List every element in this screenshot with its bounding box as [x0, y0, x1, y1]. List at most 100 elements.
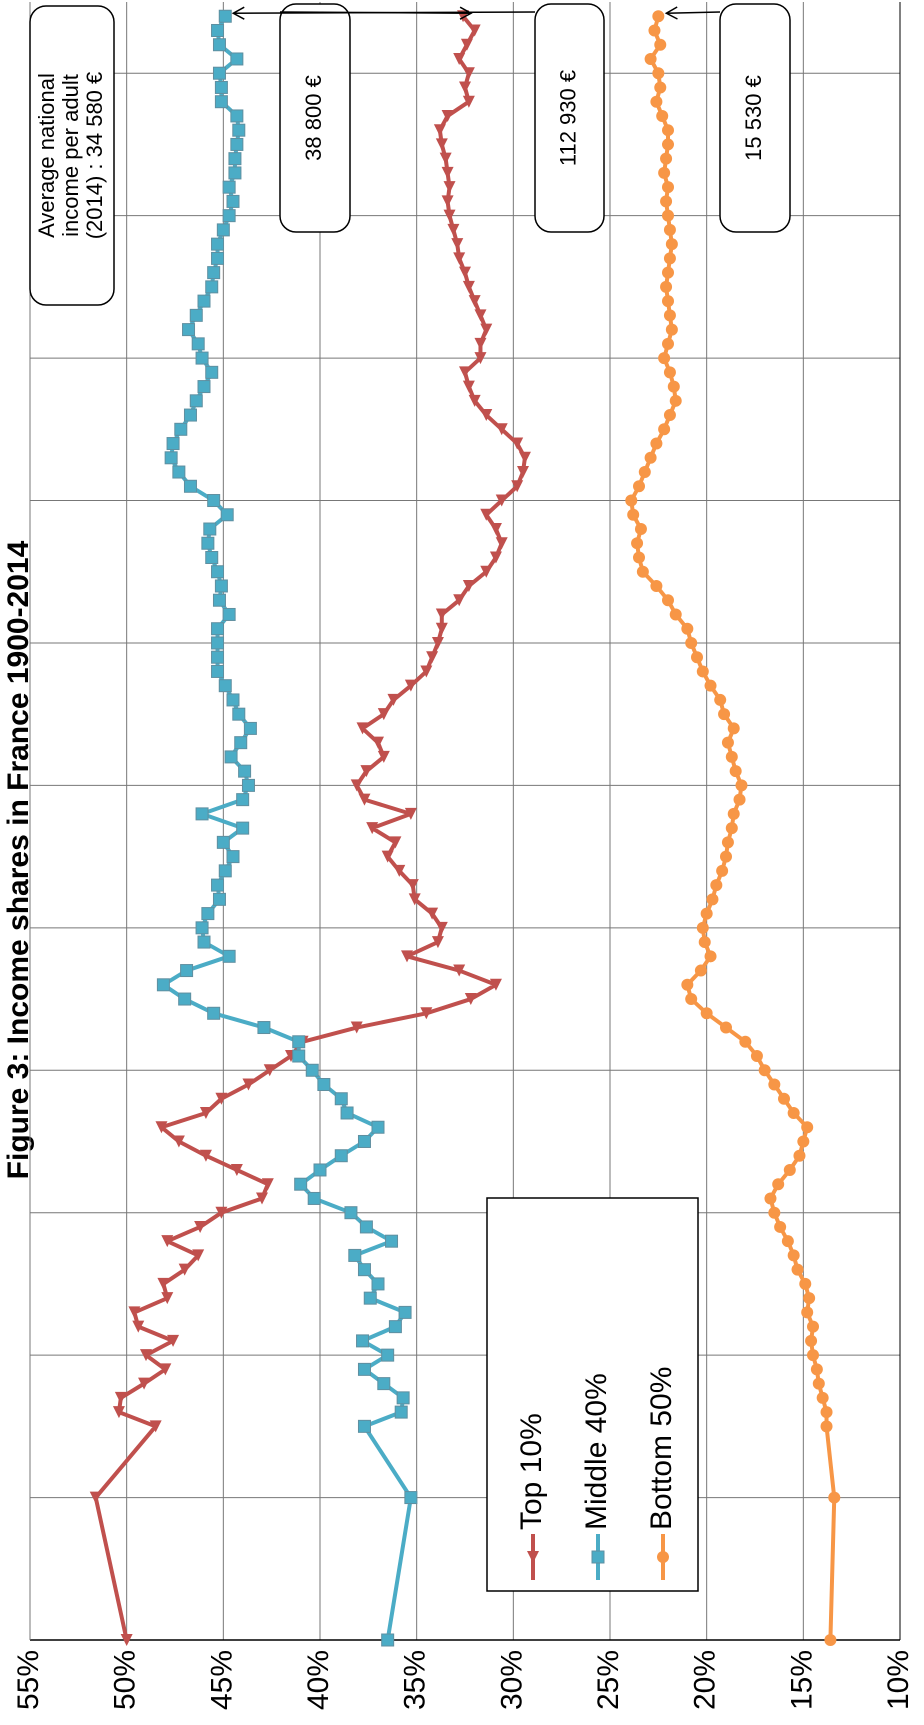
marker [363, 1291, 377, 1305]
marker [462, 95, 475, 108]
marker [211, 237, 225, 251]
annotation-text: 15 530 € [741, 75, 766, 161]
marker [140, 1349, 152, 1362]
marker [211, 636, 225, 650]
marker [222, 949, 236, 963]
annotation-text: income per adult [58, 74, 83, 237]
marker [159, 1363, 172, 1376]
marker [356, 722, 369, 735]
marker [201, 536, 215, 550]
marker [381, 1633, 395, 1647]
marker [474, 309, 487, 322]
marker [216, 835, 230, 849]
legend-label: Middle 40% [580, 1373, 613, 1530]
marker [211, 622, 225, 636]
marker [453, 594, 466, 607]
marker [357, 1263, 371, 1277]
marker [681, 622, 694, 635]
marker [714, 693, 727, 706]
marker [718, 708, 731, 721]
marker [527, 1551, 539, 1563]
chart-title: Figure 3: Income shares in France 1900-2… [2, 540, 35, 1179]
marker [292, 1049, 306, 1063]
marker [662, 138, 674, 151]
marker [511, 437, 524, 450]
marker [195, 351, 209, 365]
marker [443, 209, 456, 222]
marker [480, 508, 493, 521]
marker [191, 337, 205, 351]
marker [435, 921, 448, 934]
marker [344, 1206, 358, 1220]
marker [495, 423, 508, 436]
marker [377, 1377, 391, 1391]
marker [725, 750, 738, 763]
marker [178, 992, 192, 1006]
marker [218, 679, 232, 693]
marker [729, 765, 742, 778]
marker [205, 550, 219, 564]
marker [820, 1420, 833, 1433]
marker [652, 10, 665, 23]
marker [189, 308, 203, 322]
marker [157, 1277, 170, 1290]
marker [426, 907, 439, 920]
marker [663, 409, 676, 422]
marker [174, 422, 188, 436]
marker [112, 1406, 125, 1419]
marker [238, 764, 252, 778]
marker [451, 238, 464, 251]
marker [214, 95, 228, 109]
marker [652, 67, 665, 80]
marker [350, 779, 363, 792]
marker [192, 1249, 205, 1262]
marker [230, 109, 244, 123]
marker [230, 137, 244, 151]
marker [758, 1064, 771, 1077]
marker [518, 451, 531, 464]
marker [114, 1391, 127, 1404]
marker [801, 1306, 814, 1319]
marker [356, 1334, 370, 1348]
marker [195, 807, 209, 821]
marker [805, 1334, 818, 1347]
marker [211, 251, 225, 265]
marker [799, 1277, 812, 1290]
y-tick-label: 30% [495, 1650, 528, 1710]
marker [232, 707, 246, 721]
marker [634, 523, 647, 536]
marker [768, 1206, 781, 1219]
marker [459, 81, 471, 94]
marker [447, 223, 460, 236]
marker [696, 921, 709, 934]
marker [393, 864, 406, 877]
marker [381, 1348, 395, 1362]
marker [443, 181, 456, 194]
marker [663, 223, 676, 236]
marker [453, 964, 466, 977]
marker [381, 850, 394, 863]
marker [242, 1078, 255, 1091]
marker [812, 1377, 825, 1390]
marker [735, 779, 748, 792]
marker [243, 721, 257, 735]
marker [474, 337, 487, 350]
marker [215, 1206, 228, 1219]
marker [685, 993, 698, 1006]
marker [197, 935, 211, 949]
marker [195, 921, 209, 935]
marker [132, 1320, 145, 1333]
marker [660, 195, 673, 208]
marker [350, 1021, 363, 1034]
marker [172, 465, 186, 479]
marker [257, 1021, 271, 1035]
marker [459, 366, 471, 379]
marker [739, 1035, 752, 1048]
legend-label: Bottom 50% [645, 1367, 678, 1530]
marker [474, 352, 487, 365]
marker [120, 1634, 133, 1646]
marker [633, 551, 645, 564]
marker [480, 409, 493, 422]
